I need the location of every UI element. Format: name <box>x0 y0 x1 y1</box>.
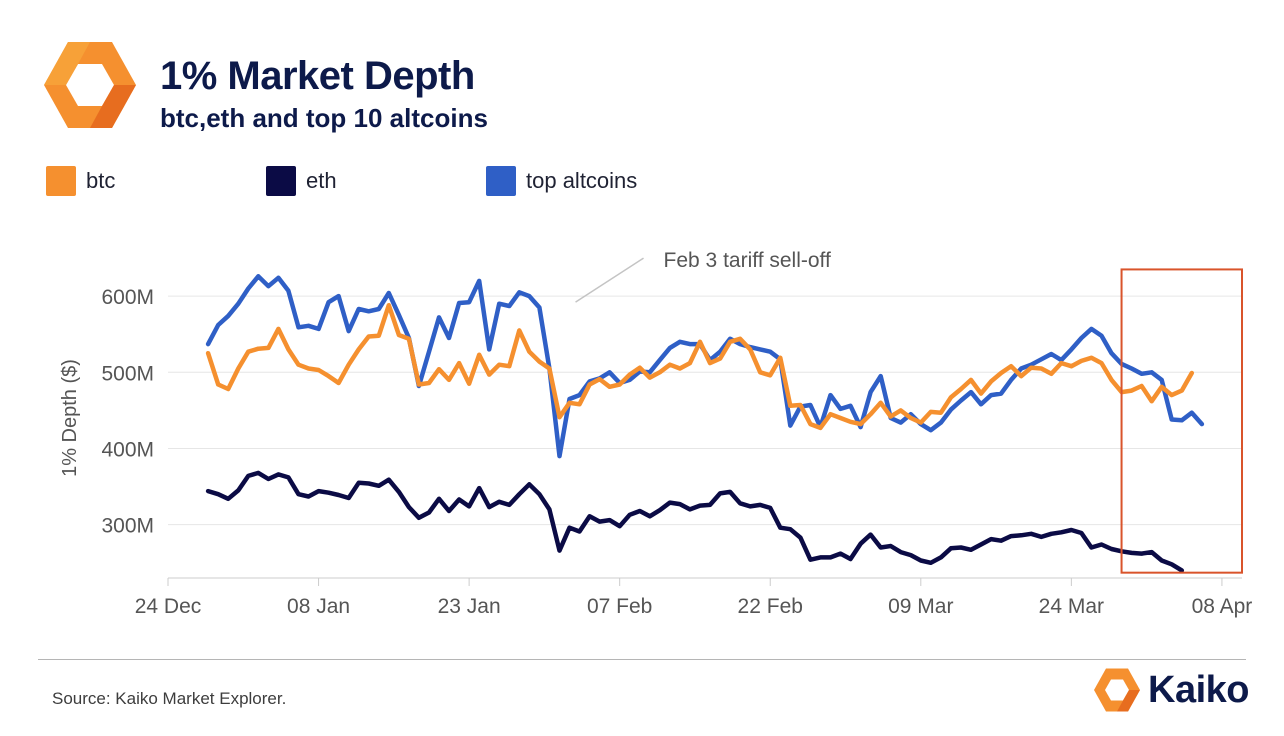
legend-swatch-btc <box>46 166 76 196</box>
legend-label-eth: eth <box>306 168 337 193</box>
x-tick-label: 22 Feb <box>738 595 803 618</box>
highlight-box <box>1120 268 1243 574</box>
y-axis-title: 1% Depth ($) <box>59 359 81 477</box>
source-note: Source: Kaiko Market Explorer. <box>52 689 287 708</box>
footer-divider <box>38 659 1246 660</box>
legend-item-eth: eth <box>266 166 337 196</box>
legend-item-btc: btc <box>46 166 115 196</box>
annotation-label: Feb 3 tariff sell-off <box>664 249 831 272</box>
y-tick-label: 300M <box>101 515 154 538</box>
legend-swatch-top-altcoins <box>486 166 516 196</box>
x-tick-label: 23 Jan <box>438 595 501 618</box>
legend-swatch-eth <box>266 166 296 196</box>
annotation-leader-line <box>575 257 644 303</box>
legend-label-top-altcoins: top altcoins <box>526 168 638 193</box>
x-tick-label: 24 Dec <box>135 595 202 618</box>
brand-name: Kaiko <box>1148 668 1249 711</box>
kaiko-brand: Kaiko <box>1094 668 1249 712</box>
y-tick-label: 500M <box>101 362 154 385</box>
x-tick-label: 24 Mar <box>1039 595 1104 618</box>
x-tick-label: 08 Apr <box>1192 595 1253 618</box>
page-title: 1% Market Depth <box>160 54 475 98</box>
page-subtitle: btc,eth and top 10 altcoins <box>160 103 488 133</box>
legend-item-top-altcoins: top altcoins <box>486 166 637 196</box>
y-tick-label: 600M <box>101 286 154 309</box>
x-tick-label: 07 Feb <box>587 595 652 618</box>
series-line-btc <box>205 302 1195 431</box>
kaiko-logo-icon <box>44 42 136 128</box>
x-tick-label: 09 Mar <box>888 595 953 618</box>
series-line-eth <box>205 470 1185 573</box>
legend-label-btc: btc <box>86 168 116 193</box>
series-line-top-altcoins <box>205 274 1205 459</box>
x-tick-label: 08 Jan <box>287 595 350 618</box>
y-tick-label: 400M <box>101 438 154 461</box>
kaiko-brand-icon <box>1094 668 1140 712</box>
